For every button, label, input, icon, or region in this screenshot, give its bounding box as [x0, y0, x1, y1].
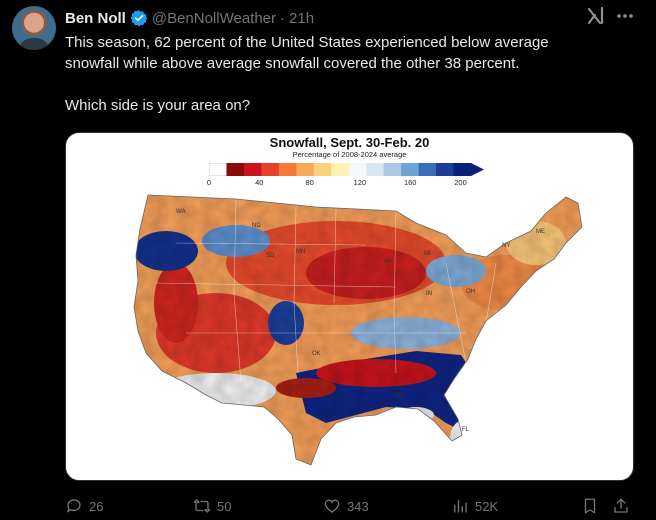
views-count: 52K — [475, 498, 499, 514]
state-label: MS — [394, 393, 403, 399]
reply-count: 26 — [89, 498, 104, 514]
repost-icon — [193, 499, 211, 513]
author-name[interactable]: Ben Noll — [65, 9, 126, 27]
repost-button[interactable]: 50 — [193, 494, 231, 518]
author-handle[interactable]: @BenNollWeather — [151, 9, 277, 27]
legend-swatch — [261, 163, 280, 176]
map-subtitle: Percentage of 2008-2024 average — [292, 150, 407, 159]
legend-tick-label: 200 — [454, 178, 467, 187]
map-title: Snowfall, Sept. 30-Feb. 20 — [269, 135, 430, 150]
reply-button[interactable]: 26 — [65, 494, 103, 518]
heart-icon — [324, 499, 340, 513]
legend-swatch — [331, 163, 350, 176]
like-button[interactable]: 343 — [323, 494, 369, 518]
legend-swatch — [401, 163, 420, 176]
state-label: MI — [424, 251, 431, 257]
state-label: WI — [384, 259, 392, 265]
bookmark-icon — [584, 498, 596, 514]
state-label: WA — [176, 209, 185, 215]
post-image[interactable]: Snowfall, Sept. 30-Feb. 20 Percentage of… — [65, 132, 634, 481]
legend-swatch — [209, 163, 228, 176]
bookmark-button[interactable] — [581, 494, 599, 518]
post-header: Ben Noll @BenNollWeather · 21h — [65, 8, 314, 28]
post-text-line: snowfall while above average snowfall co… — [65, 55, 520, 72]
legend-swatch — [436, 163, 455, 176]
legend-swatch — [366, 163, 385, 176]
legend-swatch — [296, 163, 315, 176]
legend-swatch — [226, 163, 245, 176]
separator-dot: · — [280, 9, 286, 27]
legend-tick-label: 0 — [206, 178, 212, 187]
legend-swatch — [348, 163, 367, 176]
post-text: This season, 62 percent of the United St… — [65, 32, 640, 116]
state-label: IN — [426, 291, 432, 297]
share-button[interactable] — [612, 494, 630, 518]
legend-tick-label: 120 — [353, 178, 367, 187]
state-label: OK — [312, 351, 321, 357]
state-label: ND — [252, 223, 261, 229]
like-count: 343 — [347, 498, 369, 514]
state-label: ME — [536, 229, 545, 235]
legend-swatch — [313, 163, 332, 176]
post-text-line: Which side is your area on? — [65, 97, 251, 114]
state-label: SD — [266, 253, 275, 259]
legend-arrow — [471, 163, 484, 176]
reply-icon — [66, 499, 81, 513]
legend-tick-label: 80 — [305, 178, 314, 187]
legend-swatch — [453, 163, 472, 176]
action-bar: 26 50 343 52K — [65, 494, 640, 518]
legend-swatch — [243, 163, 262, 176]
views-button[interactable]: 52K — [451, 494, 498, 518]
state-label: NY — [502, 243, 510, 249]
verified-badge-icon — [130, 10, 148, 27]
state-label: FL — [462, 427, 470, 433]
post-time[interactable]: 21h — [289, 9, 315, 27]
more-options-icon[interactable] — [614, 6, 636, 26]
avatar[interactable] — [12, 6, 56, 50]
color-legend — [209, 163, 484, 176]
grok-icon[interactable] — [586, 6, 606, 26]
legend-swatch — [278, 163, 297, 176]
snowfall-map: ND MN MI NY ME IN OK MS FL WI OH SD WA — [133, 194, 583, 466]
repost-count: 50 — [217, 498, 232, 514]
state-label: MN — [296, 249, 305, 255]
legend-swatch — [383, 163, 402, 176]
share-icon — [614, 498, 628, 513]
views-icon — [454, 500, 467, 513]
legend-tick-label: 40 — [255, 178, 264, 187]
legend-tick-label: 160 — [403, 178, 417, 187]
legend-swatch — [418, 163, 437, 176]
post-text-line: This season, 62 percent of the United St… — [65, 34, 549, 51]
state-label: OH — [466, 289, 475, 295]
